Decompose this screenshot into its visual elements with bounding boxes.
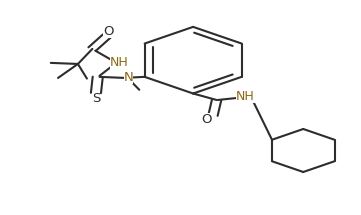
Text: S: S [92, 92, 100, 105]
Text: N: N [123, 71, 133, 84]
Text: NH: NH [110, 56, 129, 69]
Text: O: O [201, 113, 212, 126]
Text: NH: NH [236, 90, 255, 103]
Text: O: O [103, 25, 114, 38]
